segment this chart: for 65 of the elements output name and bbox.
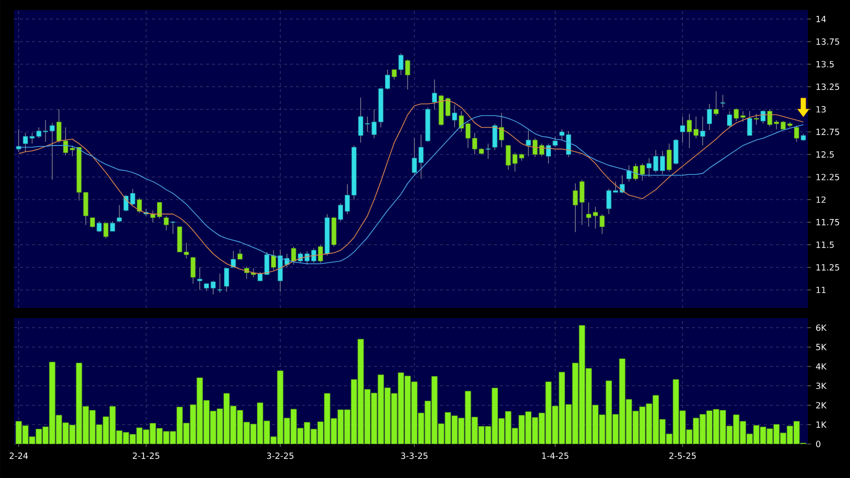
y-tick-label: 6K — [816, 324, 827, 331]
y-tick-label: 14 — [816, 16, 826, 22]
y-tick-label: 3K — [816, 382, 827, 390]
x-tick-label: 3-3-25 — [401, 452, 428, 459]
candlestick — [16, 128, 22, 152]
candlestick — [626, 165, 632, 182]
candlestick — [673, 138, 678, 165]
y-tick-label: 12 — [816, 196, 826, 203]
candlestick — [526, 130, 531, 157]
candlestick — [714, 90, 719, 116]
candlestick — [747, 110, 752, 136]
candlestick — [103, 222, 108, 239]
y-tick-label: 12.25 — [816, 174, 840, 180]
y-tick-label: 13.75 — [816, 38, 840, 45]
candlestick — [110, 221, 116, 232]
y-tick-label: 13.5 — [816, 60, 834, 68]
y-tick-label: 5K — [816, 344, 827, 350]
candlestick — [271, 250, 276, 270]
y-tick-label: 11.5 — [816, 242, 834, 248]
candlestick — [499, 112, 504, 148]
candlestick — [230, 250, 236, 268]
candlestick — [754, 114, 759, 125]
y-tick-label: 11 — [816, 286, 826, 294]
candlestick — [217, 273, 223, 293]
candlestick — [398, 53, 404, 76]
y-tick-label: 12.75 — [816, 128, 840, 136]
candlestick — [116, 204, 122, 222]
candlestick — [706, 104, 712, 130]
y-tick-label: 1K — [816, 422, 827, 428]
candlestick — [452, 104, 458, 128]
candlestick — [318, 244, 323, 264]
candlestick — [96, 221, 102, 232]
x-tick-label: 2-1-25 — [132, 452, 160, 459]
x-tick-label: 3-2-25 — [267, 452, 294, 459]
candlestick — [238, 248, 242, 260]
x-tick-label: 2-5-25 — [669, 452, 696, 459]
candlestick — [164, 216, 169, 231]
y-tick-label: 2K — [816, 402, 827, 408]
candlestick — [190, 257, 196, 284]
y-tick-label: 11.75 — [816, 219, 840, 226]
candlestick — [197, 267, 202, 290]
y-tick-label: 0 — [816, 440, 820, 448]
x-tick-label: 2-24 — [10, 452, 28, 459]
candlestick — [680, 116, 686, 144]
candlestick — [666, 143, 672, 172]
candlestick — [727, 110, 732, 128]
candlestick — [700, 116, 706, 146]
y-tick-label: 11.25 — [816, 264, 840, 271]
candlestick — [492, 123, 498, 150]
candlestick — [794, 125, 800, 142]
candlestick — [90, 217, 95, 228]
candlestick — [432, 79, 437, 110]
x-tick-label: 1-4-25 — [542, 452, 568, 459]
candlestick — [405, 59, 410, 90]
candlestick — [224, 268, 230, 292]
y-tick-label: 13.25 — [816, 84, 840, 90]
candlestick — [392, 69, 397, 80]
candlestick — [136, 198, 142, 214]
candlestick — [760, 110, 766, 124]
y-tick-label: 13 — [816, 106, 826, 113]
y-tick-label: 4K — [816, 363, 827, 370]
y-tick-label: 12.5 — [816, 151, 834, 158]
candlestick — [720, 94, 726, 108]
candlestick — [291, 246, 296, 265]
candlestick — [485, 143, 491, 160]
